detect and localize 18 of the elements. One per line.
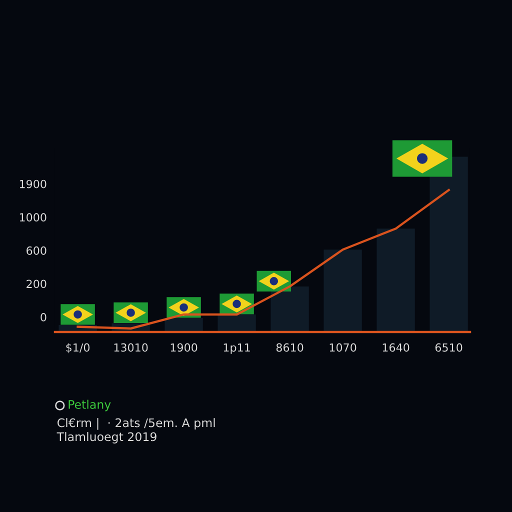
text: 1000 xyxy=(20,213,46,222)
text: 600 xyxy=(26,246,46,255)
text: 0 xyxy=(40,313,46,322)
bar xyxy=(324,250,362,332)
x-tick-label: 1900 xyxy=(170,343,198,352)
x-tick-label: 1640 xyxy=(382,343,410,352)
text: 1900 xyxy=(20,180,46,188)
text: 200 xyxy=(26,280,46,288)
x-tick-label: 13010 xyxy=(114,343,148,352)
x-tick-label: 1070 xyxy=(330,343,356,352)
text: Petlany xyxy=(68,400,111,412)
x-tick-label: $1/0 xyxy=(66,343,90,354)
x-tick-label: 1p11 xyxy=(224,343,250,354)
x-tick-label: 8610 xyxy=(276,343,304,352)
x-tick-label: 6510 xyxy=(435,343,462,352)
bar xyxy=(376,228,415,332)
text: Cl€rm | · 2ats /5em. A pml xyxy=(57,418,215,430)
text: Tlamluoegt 2019 xyxy=(56,432,156,444)
